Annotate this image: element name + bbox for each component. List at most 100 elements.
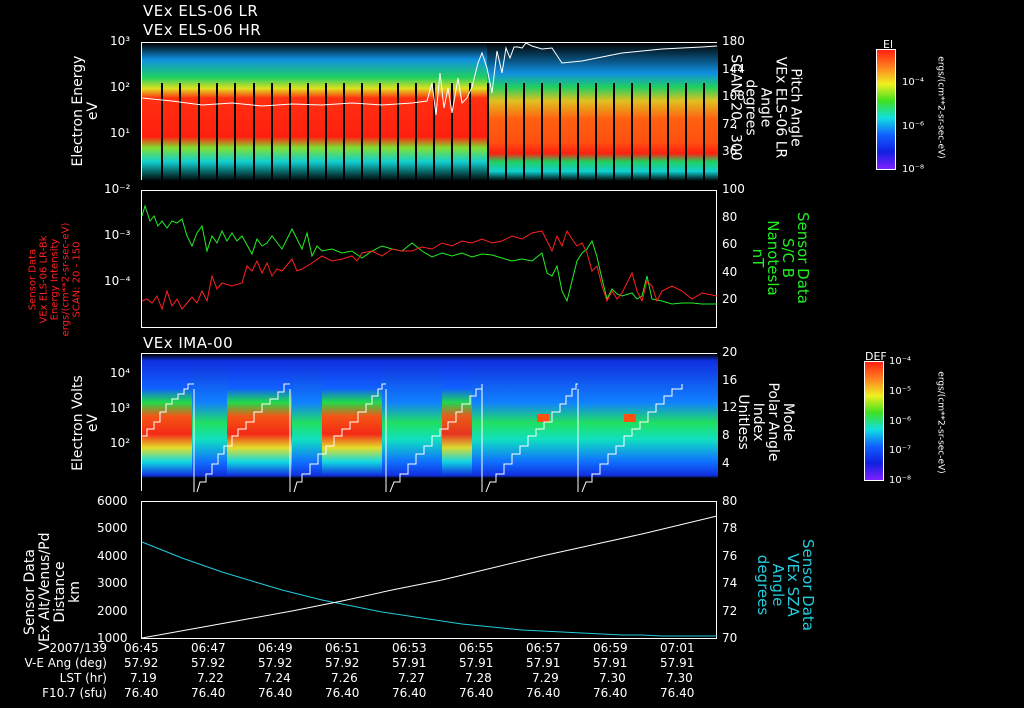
ve-ang-value: 57.91 (593, 656, 628, 670)
panel2-ytick: 10⁻³ (104, 228, 131, 242)
sza-line (141, 541, 717, 637)
lst-value: 7.27 (398, 671, 425, 685)
panel2-ytick: 10⁻² (104, 182, 131, 196)
panel2-y2tick: 80 (722, 210, 738, 224)
f107-value: 76.40 (526, 686, 561, 700)
panel3-y2tick: 4 (722, 456, 730, 470)
panel3-title: VEx IMA-00 (143, 334, 234, 352)
panel3-y2tick: 8 (722, 428, 730, 442)
panel4-y2tick: 80 (722, 494, 738, 508)
panel3-y2tick: 16 (722, 373, 738, 387)
panel3-y2tick: 20 (722, 345, 738, 359)
panel4-lineplot[interactable] (141, 501, 718, 639)
panel3-ytick: 10² (110, 436, 131, 450)
lst-value: 7.28 (465, 671, 492, 685)
panel3-heatmap-svg (142, 354, 718, 493)
panel2-lineplot[interactable] (141, 190, 718, 328)
lst-value: 7.26 (331, 671, 358, 685)
f107-value: 76.40 (392, 686, 427, 700)
colorbar2-tick: 10⁻⁵ (889, 386, 912, 397)
ve-ang-value: 57.92 (191, 656, 226, 670)
panel4-y2tick: 70 (722, 631, 738, 645)
ve-ang-value: 57.91 (526, 656, 561, 670)
f107-value: 76.40 (660, 686, 695, 700)
panel1-ytick: 10³ (110, 34, 131, 48)
footer-lst-label: LST (hr) (59, 671, 107, 685)
footer-f107-label: F10.7 (sfu) (42, 686, 107, 700)
panel3-ytick: 10⁴ (110, 366, 131, 380)
panel2-y2tick: 40 (722, 265, 738, 279)
panel3-left-axis-label: Electron Volts eV (70, 375, 101, 471)
lst-value: 7.24 (264, 671, 291, 685)
panel2-y2tick: 60 (722, 237, 738, 251)
time-tick: 06:59 (593, 641, 628, 655)
panel4-y2tick: 78 (722, 521, 738, 535)
ve-ang-value: 57.91 (660, 656, 695, 670)
ve-ang-value: 57.91 (392, 656, 427, 670)
time-tick: 06:45 (124, 641, 159, 655)
f107-value: 76.40 (325, 686, 360, 700)
panel3-right-axis-label: Mode Polar Angle Index Unitless (735, 382, 796, 462)
time-tick: 06:49 (258, 641, 293, 655)
time-tick: 07:01 (660, 641, 695, 655)
colorbar1-tick: 10⁻⁴ (902, 77, 925, 88)
colorbar2-units: ergs/(cm**2-sr-sec-eV) (935, 371, 946, 474)
colorbar1-units: ergs/(cm**2-sr-sec-eV) (935, 56, 946, 159)
panel4-ytick: 6000 (97, 494, 128, 508)
colorbar2-title: DEF (865, 350, 887, 363)
panel1-ytick: 10¹ (110, 126, 131, 140)
lst-value: 7.30 (599, 671, 626, 685)
panel4-ytick: 1000 (97, 631, 128, 645)
time-tick: 06:57 (526, 641, 561, 655)
pitch-angle-line (141, 42, 718, 116)
mag-field-line (141, 204, 717, 305)
footer-date-label: 2007/139 (49, 641, 108, 655)
footer-ve-ang-label: V-E Ang (deg) (24, 656, 107, 670)
electron-intensity-line (141, 229, 718, 311)
panel2-ytick: 10⁻⁴ (104, 274, 131, 288)
panel1-left-axis-label: Electron Energy eV (70, 55, 101, 167)
f107-value: 76.40 (124, 686, 159, 700)
colorbar2 (864, 361, 884, 481)
colorbar1-title: El (883, 38, 894, 51)
time-tick: 06:55 (459, 641, 494, 655)
ve-ang-value: 57.92 (124, 656, 159, 670)
panel3-spectrogram[interactable] (141, 353, 718, 493)
panel3-ytick: 10³ (110, 401, 131, 415)
colorbar1-tick: 10⁻⁸ (902, 164, 925, 175)
lst-value: 7.22 (197, 671, 224, 685)
panel1-y2tick: 36 (722, 144, 738, 158)
panel1-ytick: 10² (110, 80, 131, 94)
panel2-y2tick: 100 (722, 182, 745, 196)
panel1-spectrogram[interactable] (141, 42, 718, 181)
lst-value: 7.29 (532, 671, 559, 685)
panel1-title-lr: VEx ELS-06 LR (143, 2, 259, 20)
panel1-heatmap-svg (141, 42, 718, 181)
lst-value: 7.19 (130, 671, 157, 685)
panel1-title-hr: VEx ELS-06 HR (143, 21, 262, 39)
panel2-lines-svg (141, 204, 718, 311)
colorbar1-tick: 10⁻⁶ (902, 121, 925, 132)
colorbar1 (876, 49, 896, 170)
lst-value: 7.30 (666, 671, 693, 685)
ve-ang-value: 57.92 (325, 656, 360, 670)
polar-angle-index-line (142, 383, 683, 493)
ve-ang-value: 57.92 (258, 656, 293, 670)
f107-value: 76.40 (191, 686, 226, 700)
ve-ang-value: 57.91 (459, 656, 494, 670)
panel4-y2tick: 74 (722, 576, 738, 590)
colorbar2-tick: 10⁻⁸ (889, 475, 912, 486)
panel4-lines-svg (141, 515, 718, 639)
panel4-right-axis-label: Sensor Data VEx SZA Angle degrees (754, 539, 817, 631)
panel1-y2tick: 180 (722, 34, 745, 48)
colorbar2-tick: 10⁻⁷ (889, 445, 912, 456)
panel2-right-axis-label: Sensor Data S/C B Nanotesla nT (749, 212, 812, 304)
f107-value: 76.40 (459, 686, 494, 700)
panel4-ytick: 5000 (97, 521, 128, 535)
panel4-y2tick: 76 (722, 549, 738, 563)
panel1-right-axis-label: Pitch Angle VEx ELS-06 LR Angle degrees … (727, 54, 804, 161)
panel4-y2tick: 72 (722, 604, 738, 618)
panel1-y2tick: 72 (722, 117, 738, 131)
f107-value: 76.40 (258, 686, 293, 700)
time-tick: 06:53 (392, 641, 427, 655)
